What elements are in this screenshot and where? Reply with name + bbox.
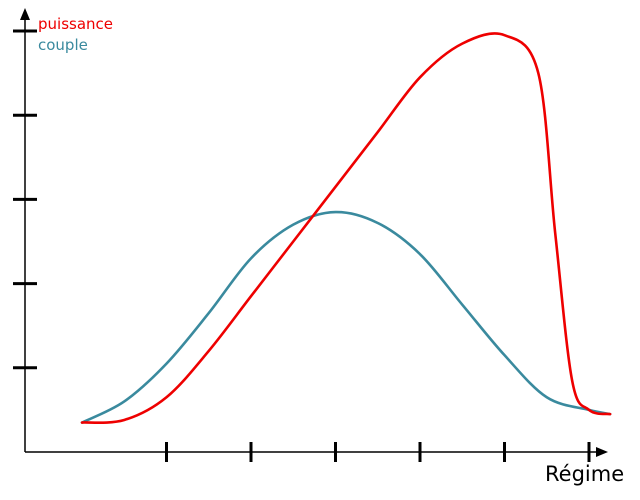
axes: [20, 8, 608, 457]
x-ticks: [165, 442, 591, 462]
x-axis-arrow-icon: [596, 447, 608, 457]
x-axis-label: Régime: [545, 462, 624, 486]
y-axis-arrow-icon: [20, 8, 30, 20]
legend: puissance couple: [38, 15, 113, 54]
legend-entry-puissance: puissance: [38, 15, 113, 33]
y-ticks: [13, 29, 37, 370]
series-line-puissance: [80, 32, 612, 424]
series-line-couple: [80, 210, 612, 424]
series-layer: [80, 32, 612, 424]
legend-entry-couple: couple: [38, 36, 88, 54]
